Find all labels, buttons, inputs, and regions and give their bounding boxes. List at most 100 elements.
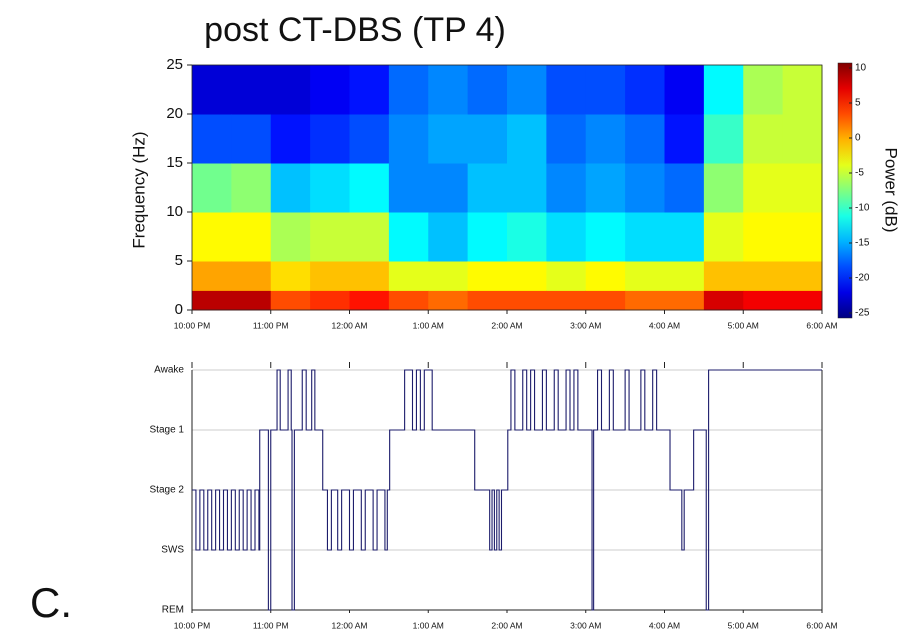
x-tick-label: 10:00 PM	[174, 620, 210, 630]
heatmap-cell	[546, 290, 587, 311]
heatmap-cell	[467, 261, 508, 291]
x-tick-label: 6:00 AM	[806, 320, 837, 330]
chart-title: post CT-DBS (TP 4)	[204, 11, 506, 49]
heatmap-cell	[388, 65, 429, 115]
heatmap-cell	[231, 290, 272, 311]
heatmap-cell	[507, 290, 547, 311]
heatmap-cell	[743, 261, 784, 291]
y-tick-label: 10	[166, 203, 183, 220]
heatmap-cell	[231, 65, 272, 115]
heatmap-cell	[743, 65, 784, 115]
heatmap-cell	[782, 114, 823, 164]
heatmap-cell	[428, 163, 469, 213]
colorbar-tick-label: 10	[855, 63, 867, 74]
heatmap-cell	[310, 114, 350, 164]
heatmap-cell	[467, 290, 508, 311]
y-tick-label: SWS	[161, 545, 184, 556]
colorbar-tick-label: 0	[855, 133, 861, 144]
heatmap-cell	[310, 163, 350, 213]
heatmap-cell	[546, 114, 587, 164]
heatmap-cell	[349, 261, 390, 291]
colorbar-tick-label: -25	[855, 308, 870, 319]
hypnogram-line	[192, 369, 822, 611]
heatmap-cell	[546, 65, 587, 115]
x-tick-label: 3:00 AM	[570, 320, 601, 330]
heatmap-cell	[782, 290, 823, 311]
heatmap-cell	[388, 290, 429, 311]
heatmap-cell	[703, 114, 744, 164]
colorbar-tick-label: -20	[855, 273, 870, 284]
x-tick-label: 11:00 PM	[253, 620, 289, 630]
heatmap-cell	[546, 212, 587, 262]
heatmap-cell	[428, 114, 469, 164]
heatmap-cell	[428, 261, 469, 291]
heatmap-cell	[349, 65, 390, 115]
x-tick-label: 12:00 AM	[332, 320, 368, 330]
heatmap-cell	[231, 114, 272, 164]
x-tick-label: 4:00 AM	[649, 620, 680, 630]
heatmap-cell	[192, 163, 232, 213]
y-tick-label: Awake	[154, 365, 184, 376]
heatmap-cell	[585, 65, 626, 115]
heatmap-cell	[625, 114, 665, 164]
heatmap-cell	[349, 290, 390, 311]
heatmap-cell	[782, 65, 823, 115]
panel-label: C.	[30, 579, 72, 626]
colorbar-tick-label: -10	[855, 203, 870, 214]
y-tick-label: 20	[166, 105, 183, 122]
x-tick-label: 5:00 AM	[728, 320, 759, 330]
x-tick-label: 12:00 AM	[332, 620, 368, 630]
heatmap-cell	[270, 163, 311, 213]
heatmap-cell	[388, 114, 429, 164]
colorbar-tick-label: 5	[855, 98, 861, 109]
heatmap-cell	[743, 114, 784, 164]
y-tick-label: 25	[166, 56, 183, 73]
x-tick-label: 2:00 AM	[491, 320, 522, 330]
heatmap-cell	[664, 114, 705, 164]
heatmap-cell	[703, 290, 744, 311]
x-tick-label: 11:00 PM	[253, 320, 289, 330]
heatmap-cell	[192, 65, 232, 115]
heatmap-cell	[349, 114, 390, 164]
heatmap-cell	[782, 212, 823, 262]
colorbar-tick-label: -5	[855, 168, 864, 179]
heatmap-cell	[349, 163, 390, 213]
x-tick-label: 5:00 AM	[728, 620, 759, 630]
heatmap-cell	[546, 261, 587, 291]
heatmap-cell	[310, 65, 350, 115]
heatmap-cell	[270, 261, 311, 291]
heatmap-cell	[270, 290, 311, 311]
y-tick-label: 15	[166, 154, 183, 171]
heatmap-cell	[231, 212, 272, 262]
heatmap-cell	[507, 212, 547, 262]
heatmap-cell	[428, 65, 469, 115]
heatmap-cell	[310, 212, 350, 262]
y-tick-label: 0	[175, 301, 183, 318]
heatmap-cell	[507, 114, 547, 164]
heatmap-cell	[664, 163, 705, 213]
y-tick-label: Stage 1	[150, 425, 185, 436]
heatmap-cell	[231, 261, 272, 291]
heatmap-cell	[467, 163, 508, 213]
heatmap-cell	[585, 163, 626, 213]
heatmap-cell	[388, 163, 429, 213]
colorbar-label: Power (dB)	[882, 147, 901, 232]
x-tick-label: 1:00 AM	[413, 620, 444, 630]
heatmap-cell	[743, 290, 784, 311]
heatmap-cell	[625, 163, 665, 213]
heatmap-cell	[585, 114, 626, 164]
x-tick-label: 4:00 AM	[649, 320, 680, 330]
heatmap-cell	[664, 212, 705, 262]
heatmap-cell	[428, 212, 469, 262]
heatmap-cell	[703, 212, 744, 262]
y-tick-label: Stage 2	[150, 485, 185, 496]
heatmap-cell	[743, 163, 784, 213]
y-axis-label: Frequency (Hz)	[129, 131, 148, 248]
colorbar	[837, 62, 853, 319]
colorbar-tick-label: -15	[855, 238, 870, 249]
heatmap-cell	[664, 65, 705, 115]
heatmap-cell	[428, 290, 469, 311]
heatmap-cell	[388, 261, 429, 291]
heatmap-cell	[625, 65, 665, 115]
x-tick-label: 3:00 AM	[570, 620, 601, 630]
